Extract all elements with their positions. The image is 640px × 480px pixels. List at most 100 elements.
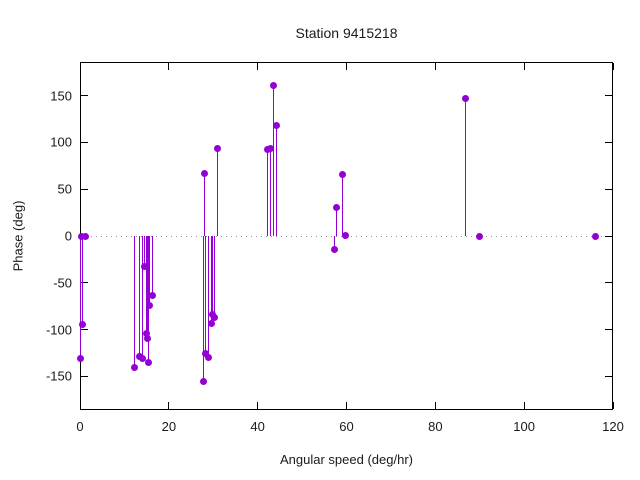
y-tick-label: 100 (50, 134, 72, 150)
data-point (462, 94, 470, 102)
data-point (342, 231, 350, 239)
data-point (202, 350, 210, 358)
x-tick-mirror (257, 63, 259, 70)
x-tick-mirror (523, 63, 525, 70)
y-tick (81, 282, 88, 284)
data-point (82, 232, 90, 240)
data-point (267, 144, 275, 152)
y-tick-mirror (605, 375, 612, 377)
stem-line (267, 149, 269, 236)
x-tick-mirror (434, 63, 436, 70)
x-tick (257, 402, 259, 409)
x-tick (79, 402, 81, 409)
y-tick-label: -150 (45, 368, 72, 384)
stem-line (275, 125, 277, 236)
data-point (135, 353, 143, 361)
x-tick (523, 402, 525, 409)
x-tick-mirror (346, 63, 347, 70)
stem-line (212, 236, 214, 315)
y-tick-mirror (605, 141, 612, 143)
data-point (145, 301, 153, 309)
y-tick-mirror (605, 235, 612, 237)
x-tick (168, 402, 170, 409)
stem-line (465, 98, 467, 236)
stem-line (210, 236, 212, 324)
data-point (214, 144, 222, 152)
x-tick-label: 20 (161, 419, 177, 434)
data-point (143, 329, 151, 337)
stem-line (147, 236, 149, 363)
x-tick-label: 120 (602, 419, 624, 434)
y-tick (81, 329, 88, 331)
data-point (139, 355, 147, 363)
data-point (476, 232, 484, 240)
x-tick-label: 60 (339, 419, 354, 434)
stem-line (202, 236, 204, 381)
data-point (204, 354, 212, 362)
y-tick-mirror (605, 329, 612, 331)
stem-line (203, 173, 205, 236)
stem-line (148, 236, 150, 306)
y-tick-label: 0 (64, 228, 72, 244)
stem-line (334, 236, 336, 250)
y-tick (81, 141, 88, 143)
y-tick-mirror (605, 95, 612, 97)
stem-line (133, 236, 135, 368)
chart-title: Station 9415218 (295, 25, 398, 41)
data-point (331, 245, 339, 253)
stem-line (205, 236, 207, 354)
y-tick (81, 375, 88, 377)
stem-line (213, 236, 215, 318)
x-tick-label: 40 (250, 419, 265, 434)
y-tick-mirror (605, 282, 612, 284)
y-tick-label: -50 (53, 275, 72, 291)
x-tick-label: 80 (428, 419, 443, 434)
stem-line (81, 236, 83, 325)
stem-line (138, 236, 140, 357)
data-point (141, 263, 149, 271)
y-tick (81, 95, 88, 97)
data-point (78, 321, 86, 329)
stem-line (342, 174, 343, 236)
y-axis-label: Phase (deg) (10, 200, 26, 272)
x-tick-label: 0 (76, 419, 84, 434)
stem-line (335, 207, 337, 236)
x-tick (612, 402, 614, 409)
stem-line (270, 148, 272, 236)
stem-line (207, 236, 209, 358)
data-point (591, 232, 599, 240)
data-point (143, 335, 151, 343)
stem-line (152, 236, 154, 296)
data-point (272, 122, 280, 130)
data-point (130, 364, 138, 372)
stem-line (144, 236, 146, 267)
data-point (149, 292, 157, 300)
stem-line (273, 85, 275, 236)
y-tick (81, 188, 88, 190)
y-tick-label: 150 (50, 88, 72, 104)
y-tick-label: -100 (45, 322, 72, 338)
data-point (144, 358, 152, 366)
data-point (200, 169, 208, 177)
x-tick (434, 402, 436, 409)
data-point (76, 355, 84, 363)
x-tick-mirror (79, 63, 81, 70)
y-tick-mirror (605, 188, 612, 190)
data-point (78, 232, 86, 240)
x-tick-label: 100 (513, 419, 536, 434)
x-tick (346, 402, 347, 409)
stem-line (79, 236, 81, 359)
x-axis-label: Angular speed (deg/hr) (280, 452, 413, 467)
stem-line (217, 148, 219, 236)
y-tick-label: 50 (57, 181, 72, 197)
data-point (339, 170, 346, 178)
stem-line (146, 236, 148, 339)
data-point (199, 377, 207, 385)
data-point (270, 81, 278, 89)
data-point (332, 203, 340, 211)
data-point (210, 313, 218, 321)
x-tick-mirror (168, 63, 170, 70)
data-point (207, 320, 215, 328)
stem-line (142, 236, 144, 359)
